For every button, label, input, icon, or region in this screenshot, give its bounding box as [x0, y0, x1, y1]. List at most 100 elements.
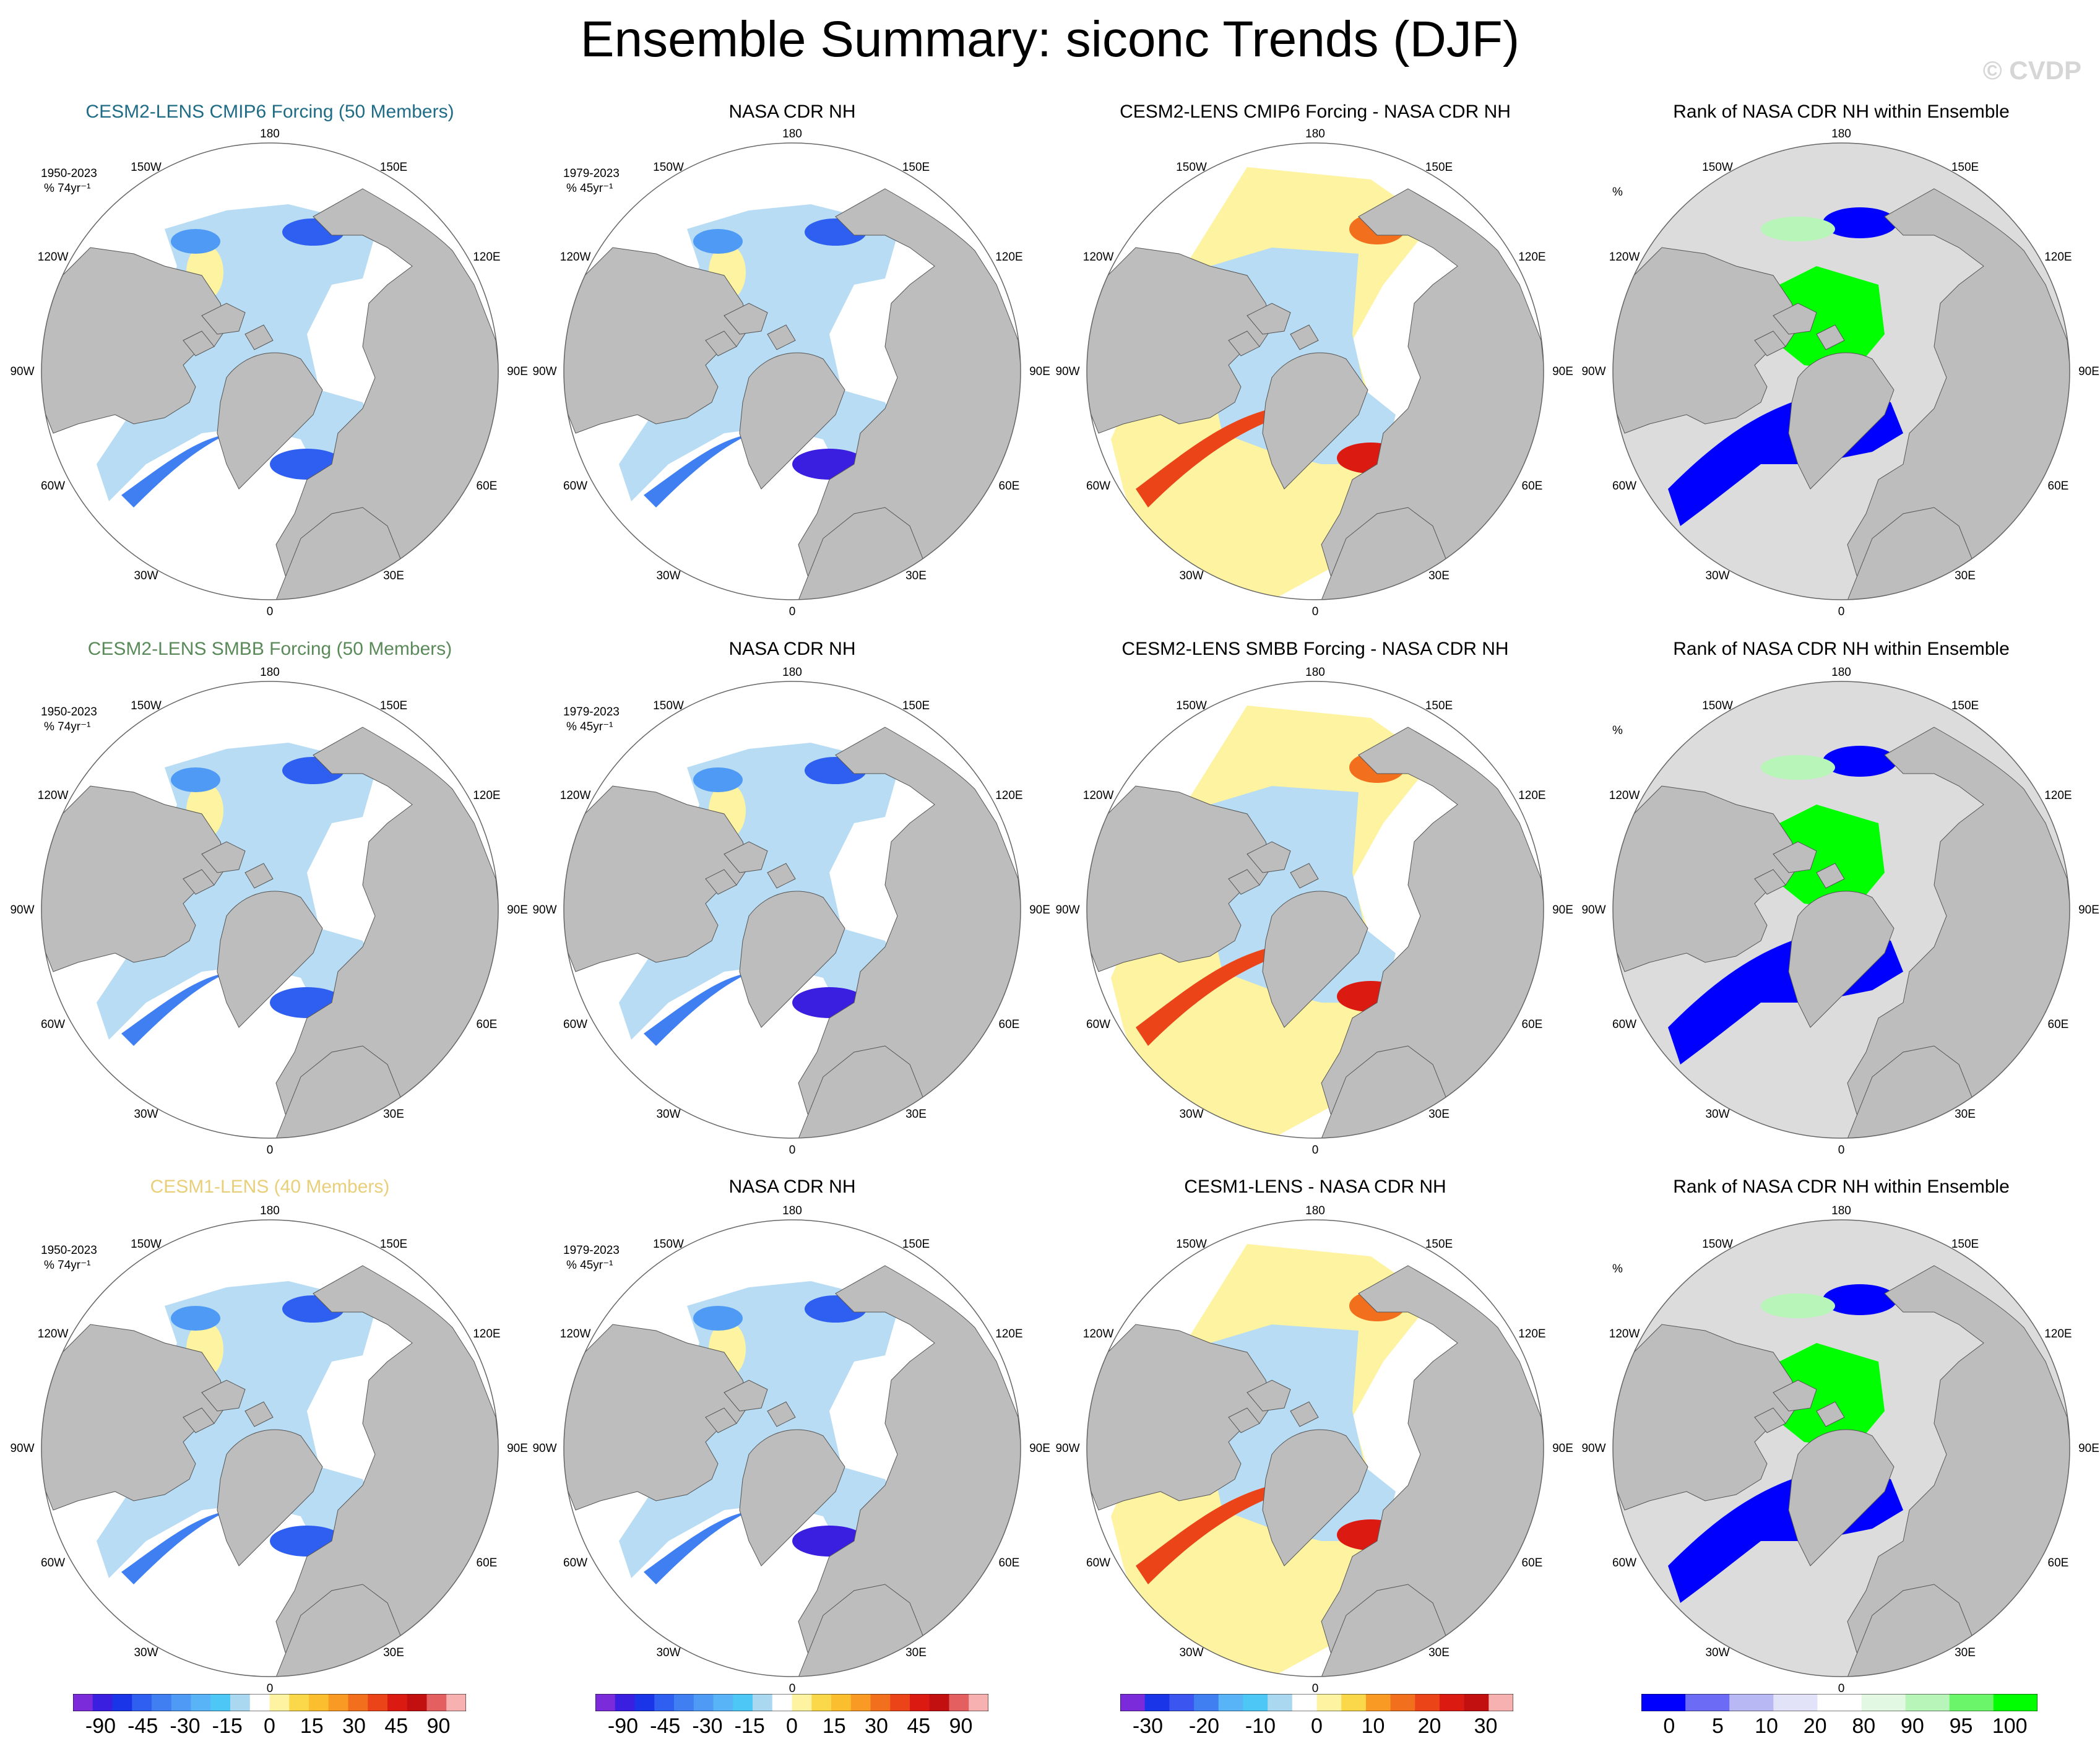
- land-island: [1228, 869, 1260, 895]
- land-island: [183, 869, 215, 895]
- greenland-landmass: [1262, 352, 1368, 490]
- colorbar-tick-label: 20: [1803, 1714, 1827, 1738]
- longitude-label-upper-left: 150W: [1702, 160, 1733, 174]
- longitude-label-top: 180: [782, 127, 802, 140]
- colorbar-swatch: [733, 1694, 753, 1711]
- longitude-label-lower-left: 30W: [134, 1108, 158, 1121]
- land-island: [724, 303, 768, 335]
- longitude-label-mid-lower-right: 60E: [1521, 480, 1543, 493]
- rank-polar-map: [1612, 681, 2070, 1139]
- rank-polar-map: [1612, 1219, 2070, 1677]
- colorbar-swatch: [368, 1694, 388, 1711]
- longitude-label-lower-right: 30E: [1428, 1646, 1450, 1660]
- longitude-label-mid-lower-left: 60W: [41, 480, 66, 493]
- longitude-label-mid-upper-left: 120W: [1082, 1328, 1114, 1341]
- greenland-landmass: [1788, 352, 1895, 490]
- longitude-label-upper-left: 150W: [131, 699, 162, 712]
- land-island: [183, 330, 215, 356]
- longitude-label-top: 180: [260, 1204, 280, 1217]
- land-island: [1247, 1380, 1291, 1412]
- rank-high-region: [1767, 1343, 1885, 1448]
- longitude-label-mid-upper-left: 120W: [1609, 789, 1640, 802]
- obs-polar-map: [563, 681, 1021, 1139]
- sea-ice-trend-field: [97, 204, 387, 501]
- obs-panel-title: NASA CDR NH: [728, 101, 856, 122]
- land-island: [201, 1380, 246, 1412]
- colorbar-swatch: [693, 1694, 714, 1711]
- north-america-landmass: [564, 247, 750, 434]
- land-island: [1773, 1380, 1817, 1412]
- rank-units: %: [1612, 724, 1623, 737]
- colorbar-tick-label: -45: [127, 1714, 158, 1738]
- colorbar-swatch: [634, 1694, 655, 1711]
- colorbar-swatch: [328, 1694, 348, 1711]
- longitude-label-right: 90E: [507, 1442, 528, 1455]
- longitude-label-mid-upper-right: 120E: [473, 251, 501, 264]
- greenland-landmass: [217, 352, 323, 490]
- longitude-label-mid-upper-left: 120W: [560, 789, 591, 802]
- trend-colorbar-1: [595, 1694, 988, 1711]
- longitude-label-top: 180: [1305, 666, 1325, 679]
- colorbar-tick-label: -90: [607, 1714, 639, 1738]
- land-island: [1228, 330, 1260, 356]
- longitude-label-right: 90E: [507, 904, 528, 917]
- colorbar-tick-label: -90: [85, 1714, 116, 1738]
- rank-high-region: [1767, 805, 1885, 910]
- colorbar-swatch: [1365, 1694, 1391, 1711]
- model-polar-map: [41, 142, 499, 600]
- greenland-landmass: [1262, 891, 1368, 1028]
- land-island: [244, 863, 274, 889]
- longitude-label-mid-lower-left: 60W: [563, 1018, 588, 1031]
- rank-laptev-low: [1823, 746, 1897, 777]
- obs-panel-title: NASA CDR NH: [728, 639, 856, 659]
- north-america-landmass: [1613, 785, 1799, 972]
- sea-ice-trend-field: [619, 204, 910, 501]
- negative-trend-band: [121, 962, 251, 1046]
- longitude-label-lower-left: 30W: [134, 569, 158, 583]
- longitude-label-mid-lower-right: 60E: [2047, 1557, 2069, 1570]
- colorbar-swatch: [1949, 1694, 1994, 1711]
- longitude-label-left: 90W: [1055, 1442, 1080, 1455]
- model-polar-map: [41, 681, 499, 1139]
- colorbar-tick-label: 80: [1852, 1714, 1876, 1738]
- longitude-label-mid-lower-left: 60W: [1612, 1557, 1637, 1570]
- longitude-label-lower-left: 30W: [1705, 1646, 1730, 1660]
- longitude-label-lower-right: 30E: [1955, 1108, 1976, 1121]
- colorbar-tick-label: -15: [734, 1714, 765, 1738]
- map-boundary-circle: [1612, 681, 2070, 1139]
- longitude-label-bottom: 0: [1311, 605, 1319, 618]
- colorbar-swatch: [1194, 1694, 1219, 1711]
- longitude-label-lower-right: 30E: [383, 1646, 404, 1660]
- longitude-label-mid-upper-right: 120E: [995, 251, 1023, 264]
- longitude-label-bottom: 0: [1838, 605, 1845, 618]
- map-boundary-circle: [1086, 681, 1544, 1139]
- longitude-label-top: 180: [1305, 127, 1325, 140]
- colorbar-swatch: [1120, 1694, 1146, 1711]
- longitude-label-right: 90E: [1552, 1442, 1573, 1455]
- colorbar-swatch: [92, 1694, 113, 1711]
- longitude-label-bottom: 0: [789, 1144, 796, 1157]
- chukchi-negative-trend: [171, 229, 220, 254]
- colorbar-swatch: [387, 1694, 408, 1711]
- colorbar-tick-label: 45: [907, 1714, 931, 1738]
- colorbar-swatch: [1817, 1694, 1862, 1711]
- sea-ice-trend-field: [619, 743, 910, 1040]
- colorbar-tick-label: 90: [949, 1714, 973, 1738]
- longitude-label-upper-right: 150E: [1951, 699, 1979, 712]
- sea-ice-trend-field: [619, 1281, 910, 1578]
- longitude-label-mid-upper-right: 120E: [995, 789, 1023, 802]
- north-america-landmass: [41, 1324, 227, 1511]
- longitude-label-lower-right: 30E: [905, 1108, 927, 1121]
- colorbar-tick-label: 0: [1311, 1714, 1323, 1738]
- trend-colorbar-0: [73, 1694, 466, 1711]
- longitude-label-right: 90E: [1029, 904, 1050, 917]
- model-panel-title: CESM1-LENS (40 Members): [150, 1177, 390, 1197]
- map-boundary-circle: [563, 681, 1021, 1139]
- longitude-label-bottom: 0: [266, 1682, 274, 1695]
- rank-polar-map: [1612, 142, 2070, 600]
- longitude-label-right: 90E: [2078, 1442, 2099, 1455]
- rank-panel-title: Rank of NASA CDR NH within Ensemble: [1673, 101, 2010, 122]
- land-island: [1247, 841, 1291, 873]
- longitude-label-upper-right: 150E: [379, 160, 408, 174]
- colorbar-swatch: [850, 1694, 871, 1711]
